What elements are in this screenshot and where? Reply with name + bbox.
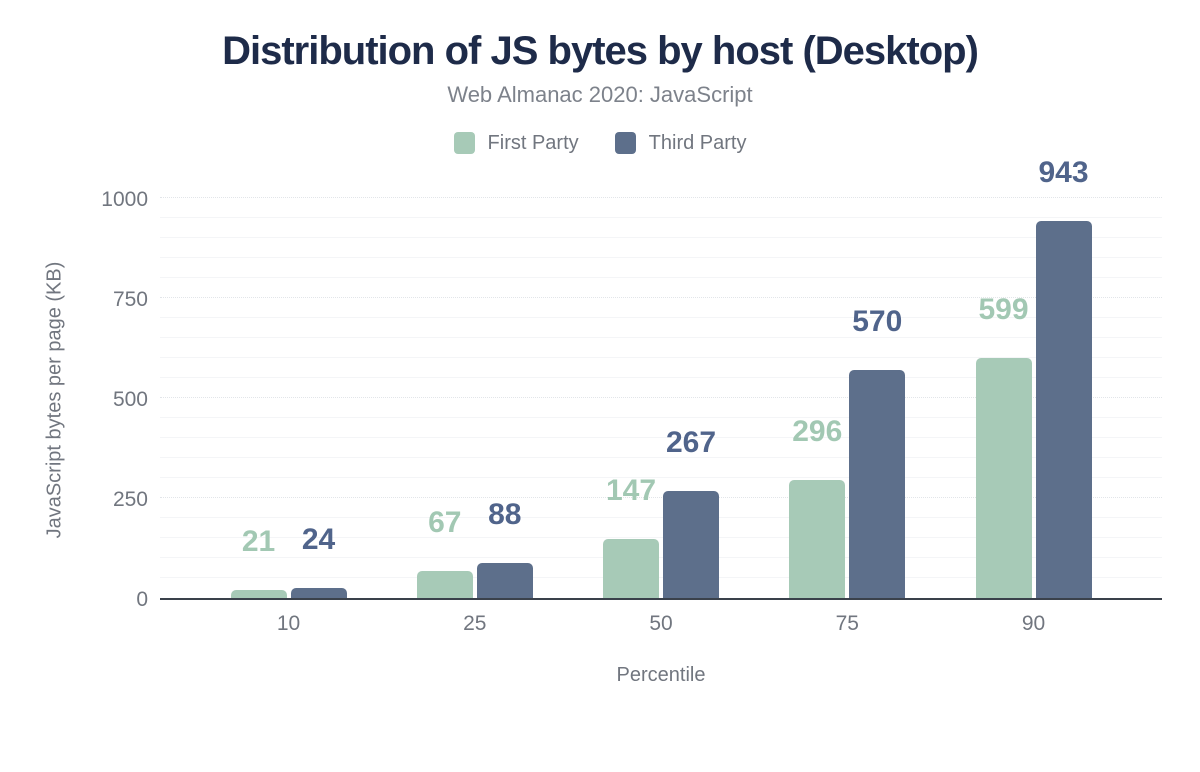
y-tick-label: 1000: [101, 188, 148, 211]
x-ticks-row: 10 25 50 75 90: [160, 612, 1162, 636]
gridline-minor: [160, 357, 1162, 358]
bar-value-label: 296: [792, 414, 843, 448]
bar-value-label: 599: [978, 293, 1029, 327]
third-party-bar[interactable]: [1035, 220, 1092, 598]
chart-canvas: Distribution of JS bytes by host (Deskto…: [0, 30, 1200, 772]
bar-value-label: 267: [665, 426, 717, 460]
x-axis-title: Percentile: [616, 664, 706, 686]
bar-first-party-p10[interactable]: 21: [230, 524, 287, 598]
legend-label: Third Party: [648, 131, 747, 154]
third-party-bar[interactable]: [476, 562, 533, 598]
gridline-minor: [160, 457, 1162, 458]
x-tick-label: 90: [1021, 612, 1046, 635]
chart-title: Distribution of JS bytes by host (Deskto…: [222, 29, 979, 73]
y-axis-title: JavaScript bytes per page (KB): [43, 261, 66, 539]
bar-third-party-p50[interactable]: 267: [663, 428, 719, 598]
bar-third-party-p75[interactable]: 570: [849, 305, 906, 598]
third-party-bar[interactable]: [849, 370, 906, 598]
bar-value-label: 21: [241, 524, 276, 558]
gridline-major: [160, 197, 1162, 198]
gridline-minor: [160, 437, 1162, 438]
gridline-minor: [160, 237, 1162, 238]
bar-value-label: 67: [428, 506, 462, 540]
bar-value-label: 943: [1038, 155, 1089, 189]
bars-row: 21 24 67 88 147 267 296 570 599 943: [160, 157, 1162, 598]
gridline-minor: [160, 277, 1162, 278]
bar-group-p90: 599 943: [975, 155, 1092, 598]
bar-first-party-p25[interactable]: 67: [416, 506, 473, 598]
plot-area: 21 24 67 88 147 267 296 570 599 943: [160, 157, 1162, 600]
y-tick-label: 750: [112, 288, 148, 311]
first-party-bar[interactable]: [975, 358, 1032, 598]
third-party-bar[interactable]: [663, 491, 719, 598]
legend-label: First Party: [487, 131, 579, 154]
legend-swatch-third-party: [614, 132, 636, 154]
bar-value-label: 147: [605, 474, 657, 508]
first-party-bar[interactable]: [603, 539, 659, 598]
gridline-major: [160, 397, 1162, 398]
bar-group-p10: 21 24: [230, 525, 347, 598]
gridline-minor: [160, 317, 1162, 318]
gridline-major: [160, 497, 1162, 498]
legend-item-first-party[interactable]: First Party: [453, 131, 579, 155]
gridline-minor: [160, 517, 1162, 518]
chart-body: JavaScript bytes per page (KB) 0 250 500 75…: [0, 157, 1200, 687]
bar-first-party-p50[interactable]: 147: [603, 476, 659, 598]
bar-third-party-p10[interactable]: 24: [290, 523, 347, 598]
x-tick-label: 75: [835, 612, 859, 635]
y-axis-ticks: 0 250 500 750 1000: [94, 188, 160, 611]
legend-swatch-first-party: [453, 132, 475, 154]
bar-third-party-p25[interactable]: 88: [476, 497, 533, 598]
gridline-minor: [160, 477, 1162, 478]
chart-subtitle: Web Almanac 2020: JavaScript: [447, 82, 753, 107]
gridline-minor: [160, 337, 1162, 338]
first-party-bar[interactable]: [789, 479, 846, 598]
gridline-minor: [160, 537, 1162, 538]
x-tick-label: 50: [649, 612, 673, 635]
legend-item-third-party[interactable]: Third Party: [614, 131, 747, 155]
bar-value-label: 24: [301, 523, 336, 557]
bar-value-label: 570: [852, 305, 903, 338]
first-party-bar[interactable]: [416, 571, 473, 598]
x-tick-label: 10: [276, 612, 301, 635]
bar-third-party-p90[interactable]: 943: [1035, 155, 1092, 598]
bar-first-party-p75[interactable]: 296: [789, 414, 846, 598]
bar-group-p50: 147 267: [603, 428, 720, 598]
y-tick-label: 500: [112, 388, 148, 411]
gridline-minor: [160, 257, 1162, 258]
bar-group-p25: 67 88: [416, 497, 533, 598]
gridline-minor: [160, 377, 1162, 378]
gridline-minor: [160, 417, 1162, 418]
gridline-minor: [160, 217, 1162, 218]
gridline-major: [160, 297, 1162, 298]
plot-column: 21 24 67 88 147 267 296 570 599 943 10 25 50 75 90 Pe…: [160, 157, 1162, 687]
y-axis-title-column: JavaScript bytes per page (KB): [0, 200, 94, 600]
gridline-minor: [160, 577, 1162, 578]
y-tick-label: 250: [112, 488, 148, 511]
bar-first-party-p90[interactable]: 599: [975, 293, 1032, 598]
first-party-bar[interactable]: [230, 589, 287, 598]
x-tick-label: 25: [463, 612, 487, 635]
bar-value-label: 88: [488, 497, 522, 531]
gridline-minor: [160, 557, 1162, 558]
third-party-bar[interactable]: [290, 588, 347, 598]
legend: First Party Third Party: [0, 130, 1200, 156]
y-tick-label: 0: [136, 588, 148, 611]
bar-group-p75: 296 570: [789, 307, 906, 598]
